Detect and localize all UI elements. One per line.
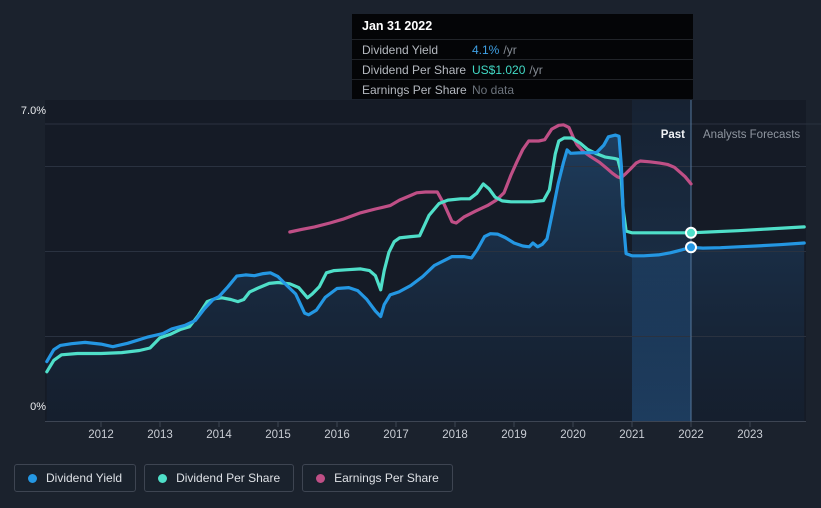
tooltip-row: Dividend Per Share US$1.020 /yr [352, 59, 693, 79]
x-axis-year-label: 2022 [678, 429, 704, 441]
past-region-label: Past [660, 129, 685, 141]
tooltip-row-unit: /yr [503, 42, 517, 57]
legend-item-label: Dividend Yield [46, 471, 123, 485]
chart-tooltip: Jan 31 2022 Dividend Yield 4.1% /yr Divi… [352, 14, 693, 99]
dividend-yield-marker-dot[interactable] [685, 241, 697, 254]
x-axis-year-label: 2016 [324, 429, 350, 441]
chart-legend: Dividend Yield Dividend Per Share Earnin… [14, 464, 453, 492]
x-axis-year-label: 2020 [560, 429, 586, 441]
dividend-yield-area-fill [46, 135, 805, 422]
legend-item-dividend-per-share[interactable]: Dividend Per Share [144, 464, 295, 492]
x-axis-year-label: 2015 [265, 429, 291, 441]
dividend-yield-line [45, 133, 806, 364]
legend-dot-icon [316, 473, 326, 483]
tooltip-row: Earnings Per Share No data [352, 79, 693, 99]
x-axis-year-label: 2014 [206, 429, 232, 441]
dividend-per-share-marker-dot[interactable] [685, 226, 697, 239]
x-axis-year-label: 2021 [619, 429, 645, 441]
tooltip-date: Jan 31 2022 [362, 19, 433, 33]
tooltip-row: Dividend Yield 4.1% /yr [352, 39, 693, 59]
legend-dot-icon [158, 473, 168, 483]
tooltip-row-value: 4.1% [472, 42, 500, 57]
x-axis-year-label: 2019 [501, 429, 527, 441]
past-year-highlight-band [632, 100, 691, 422]
tooltip-row-label: Dividend Per Share [362, 62, 467, 77]
legend-item-label: Dividend Per Share [176, 471, 281, 485]
y-axis-max-label: 7.0% [20, 105, 46, 117]
legend-item-dividend-yield[interactable]: Dividend Yield [14, 464, 137, 492]
tooltip-row-value: No data [472, 82, 515, 97]
tooltip-row-value: US$1.020 [472, 62, 526, 77]
x-axis-year-label: 2013 [147, 429, 173, 441]
earnings-per-share-line [288, 123, 693, 234]
legend-item-earnings-per-share[interactable]: Earnings Per Share [302, 464, 453, 492]
tooltip-row-label: Dividend Yield [362, 42, 439, 57]
y-axis-min-label: 0% [30, 401, 46, 413]
x-axis-year-label: 2017 [383, 429, 409, 441]
legend-dot-icon [28, 473, 37, 483]
tooltip-row-label: Earnings Per Share [362, 82, 467, 97]
forecast-region-label: Analysts Forecasts [703, 129, 801, 141]
x-axis-year-label: 2023 [737, 429, 763, 441]
x-axis-year-label: 2012 [88, 429, 114, 441]
tooltip-row-unit: /yr [529, 62, 543, 77]
x-axis-year-label: 2018 [442, 429, 468, 441]
legend-item-label: Earnings Per Share [334, 471, 439, 485]
